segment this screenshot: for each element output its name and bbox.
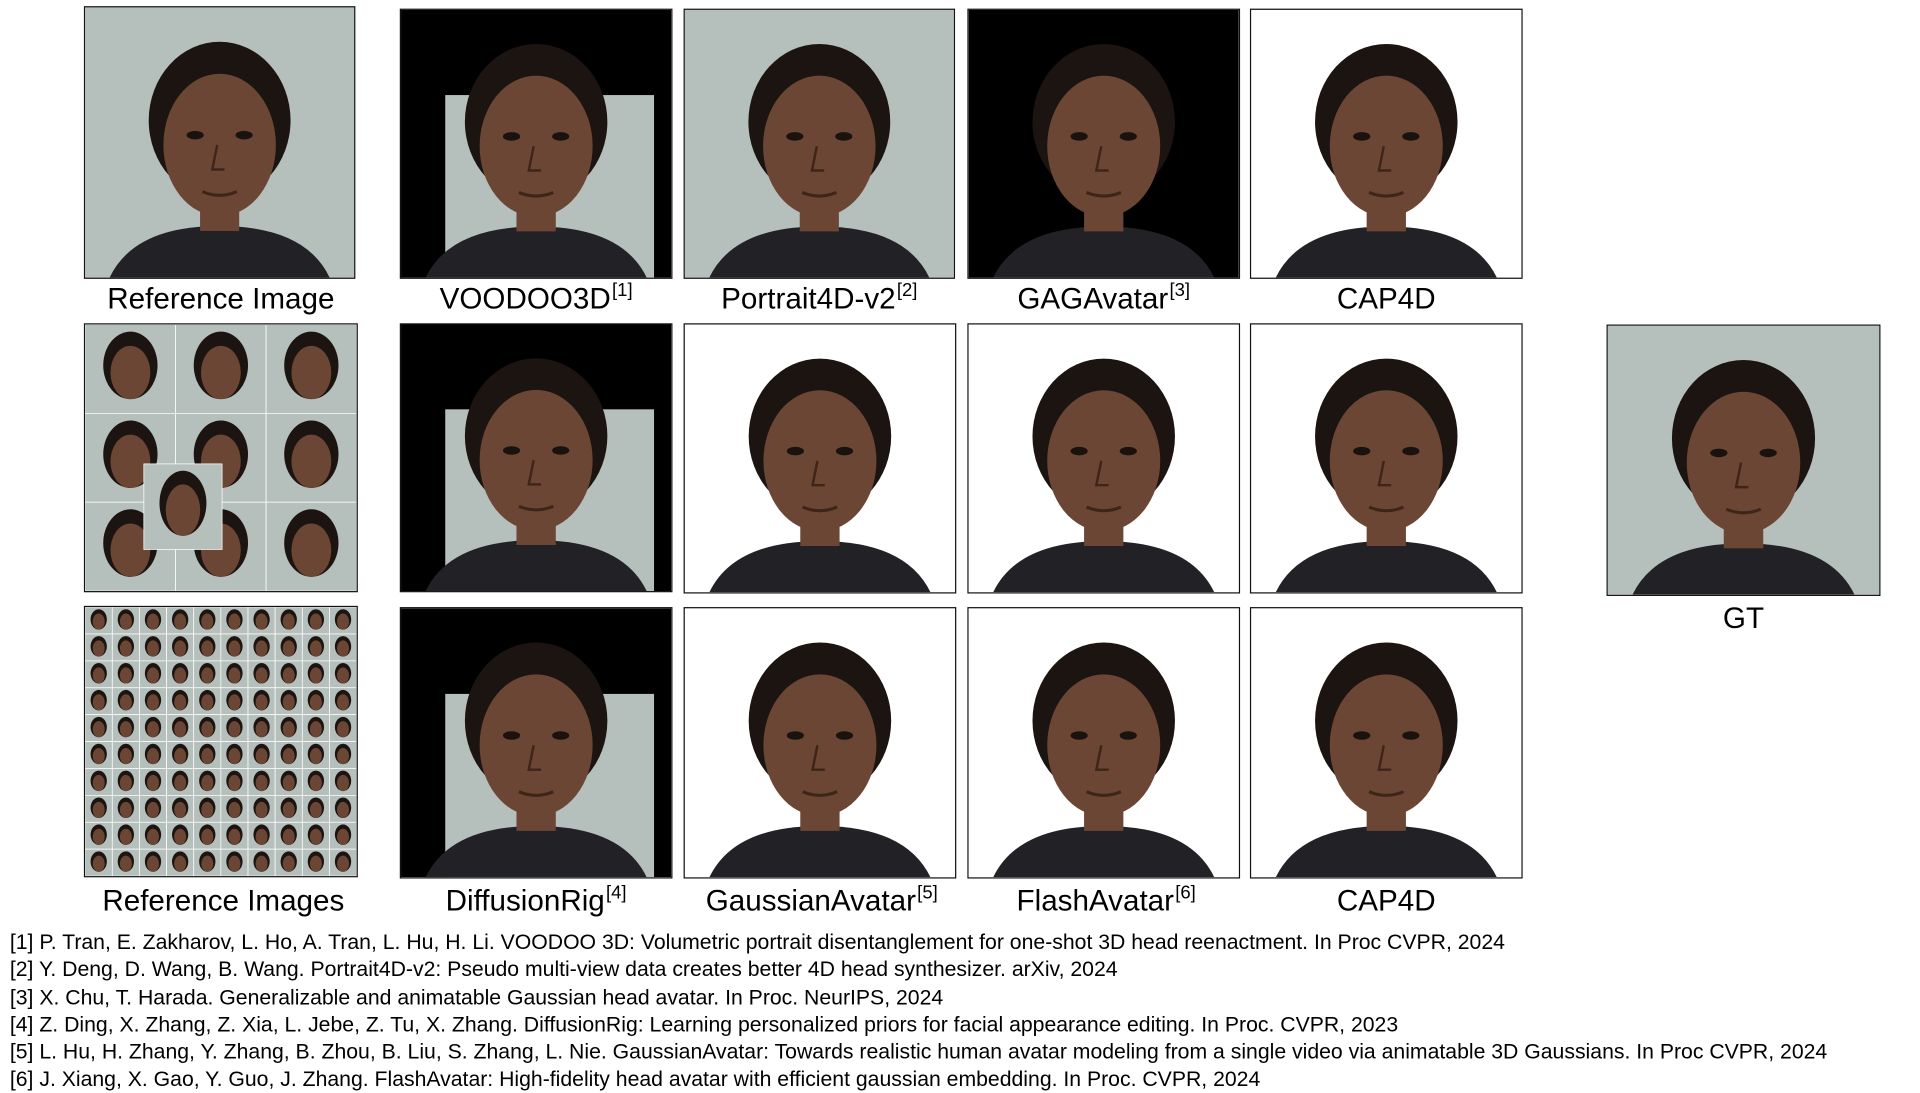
voodoo3d-label: VOODOO3D[1] (439, 280, 633, 316)
cap4d-label-row3: CAP4D (1336, 884, 1436, 919)
flashavatar-result (967, 607, 1241, 879)
cap4d-result-row1 (1249, 8, 1523, 279)
reference-3: [3] X. Chu, T. Harada. Generalizable and… (9, 984, 944, 1009)
diffusionrig-label: DiffusionRig[4] (445, 882, 627, 919)
gaussianavatar-result-row2 (683, 323, 957, 594)
citation-2: [2] (896, 280, 918, 302)
diffusionrig-result-row2 (399, 323, 673, 593)
diffusionrig-result (399, 607, 673, 879)
gaussianavatar-label: GaussianAvatar[5] (705, 882, 938, 919)
gagavatar-result (967, 8, 1241, 279)
reference-collage-small (83, 323, 358, 593)
cap4d-result-row2 (1249, 323, 1523, 594)
portrait4d-v2-result (683, 8, 956, 279)
citation-3: [3] (1169, 280, 1191, 302)
gagavatar-label: GAGAvatar[3] (1017, 280, 1191, 316)
ground-truth-image (1606, 324, 1881, 596)
reference-image-label: Reference Image (107, 282, 335, 316)
reference-images-label: Reference Images (102, 884, 345, 919)
reference-list: [1] P. Tran, E. Zakharov, L. Ho, A. Tran… (10, 928, 1827, 1093)
citation-5: [5] (917, 882, 938, 904)
flashavatar-result-row2 (967, 323, 1241, 594)
reference-2: [2] Y. Deng, D. Wang, B. Wang. Portrait4… (9, 956, 1118, 982)
cap4d-label-row1: CAP4D (1336, 282, 1436, 316)
reference-6: [6] J. Xiang, X. Gao, Y. Guo, J. Zhang. … (9, 1066, 1261, 1092)
cap4d-result-row3 (1249, 607, 1523, 879)
reference-5: [5] L. Hu, H. Zhang, Y. Zhang, B. Zhou, … (9, 1039, 1828, 1064)
flashavatar-label: FlashAvatar[6] (1016, 882, 1196, 919)
reference-collage-large (83, 605, 358, 878)
portrait4d-v2-label: Portrait4D-v2[2] (721, 280, 918, 316)
gaussianavatar-result (683, 607, 957, 879)
citation-4: [4] (605, 882, 627, 904)
citation-6: [6] (1175, 882, 1196, 904)
reference-image (83, 6, 356, 279)
citation-1: [1] (612, 280, 633, 302)
reference-1: [1] P. Tran, E. Zakharov, L. Ho, A. Tran… (9, 929, 1505, 954)
ground-truth-label: GT (1722, 602, 1765, 636)
reference-4: [4] Z. Ding, X. Zhang, Z. Xia, L. Jebe, … (9, 1011, 1399, 1037)
voodoo3d-result (399, 8, 673, 279)
